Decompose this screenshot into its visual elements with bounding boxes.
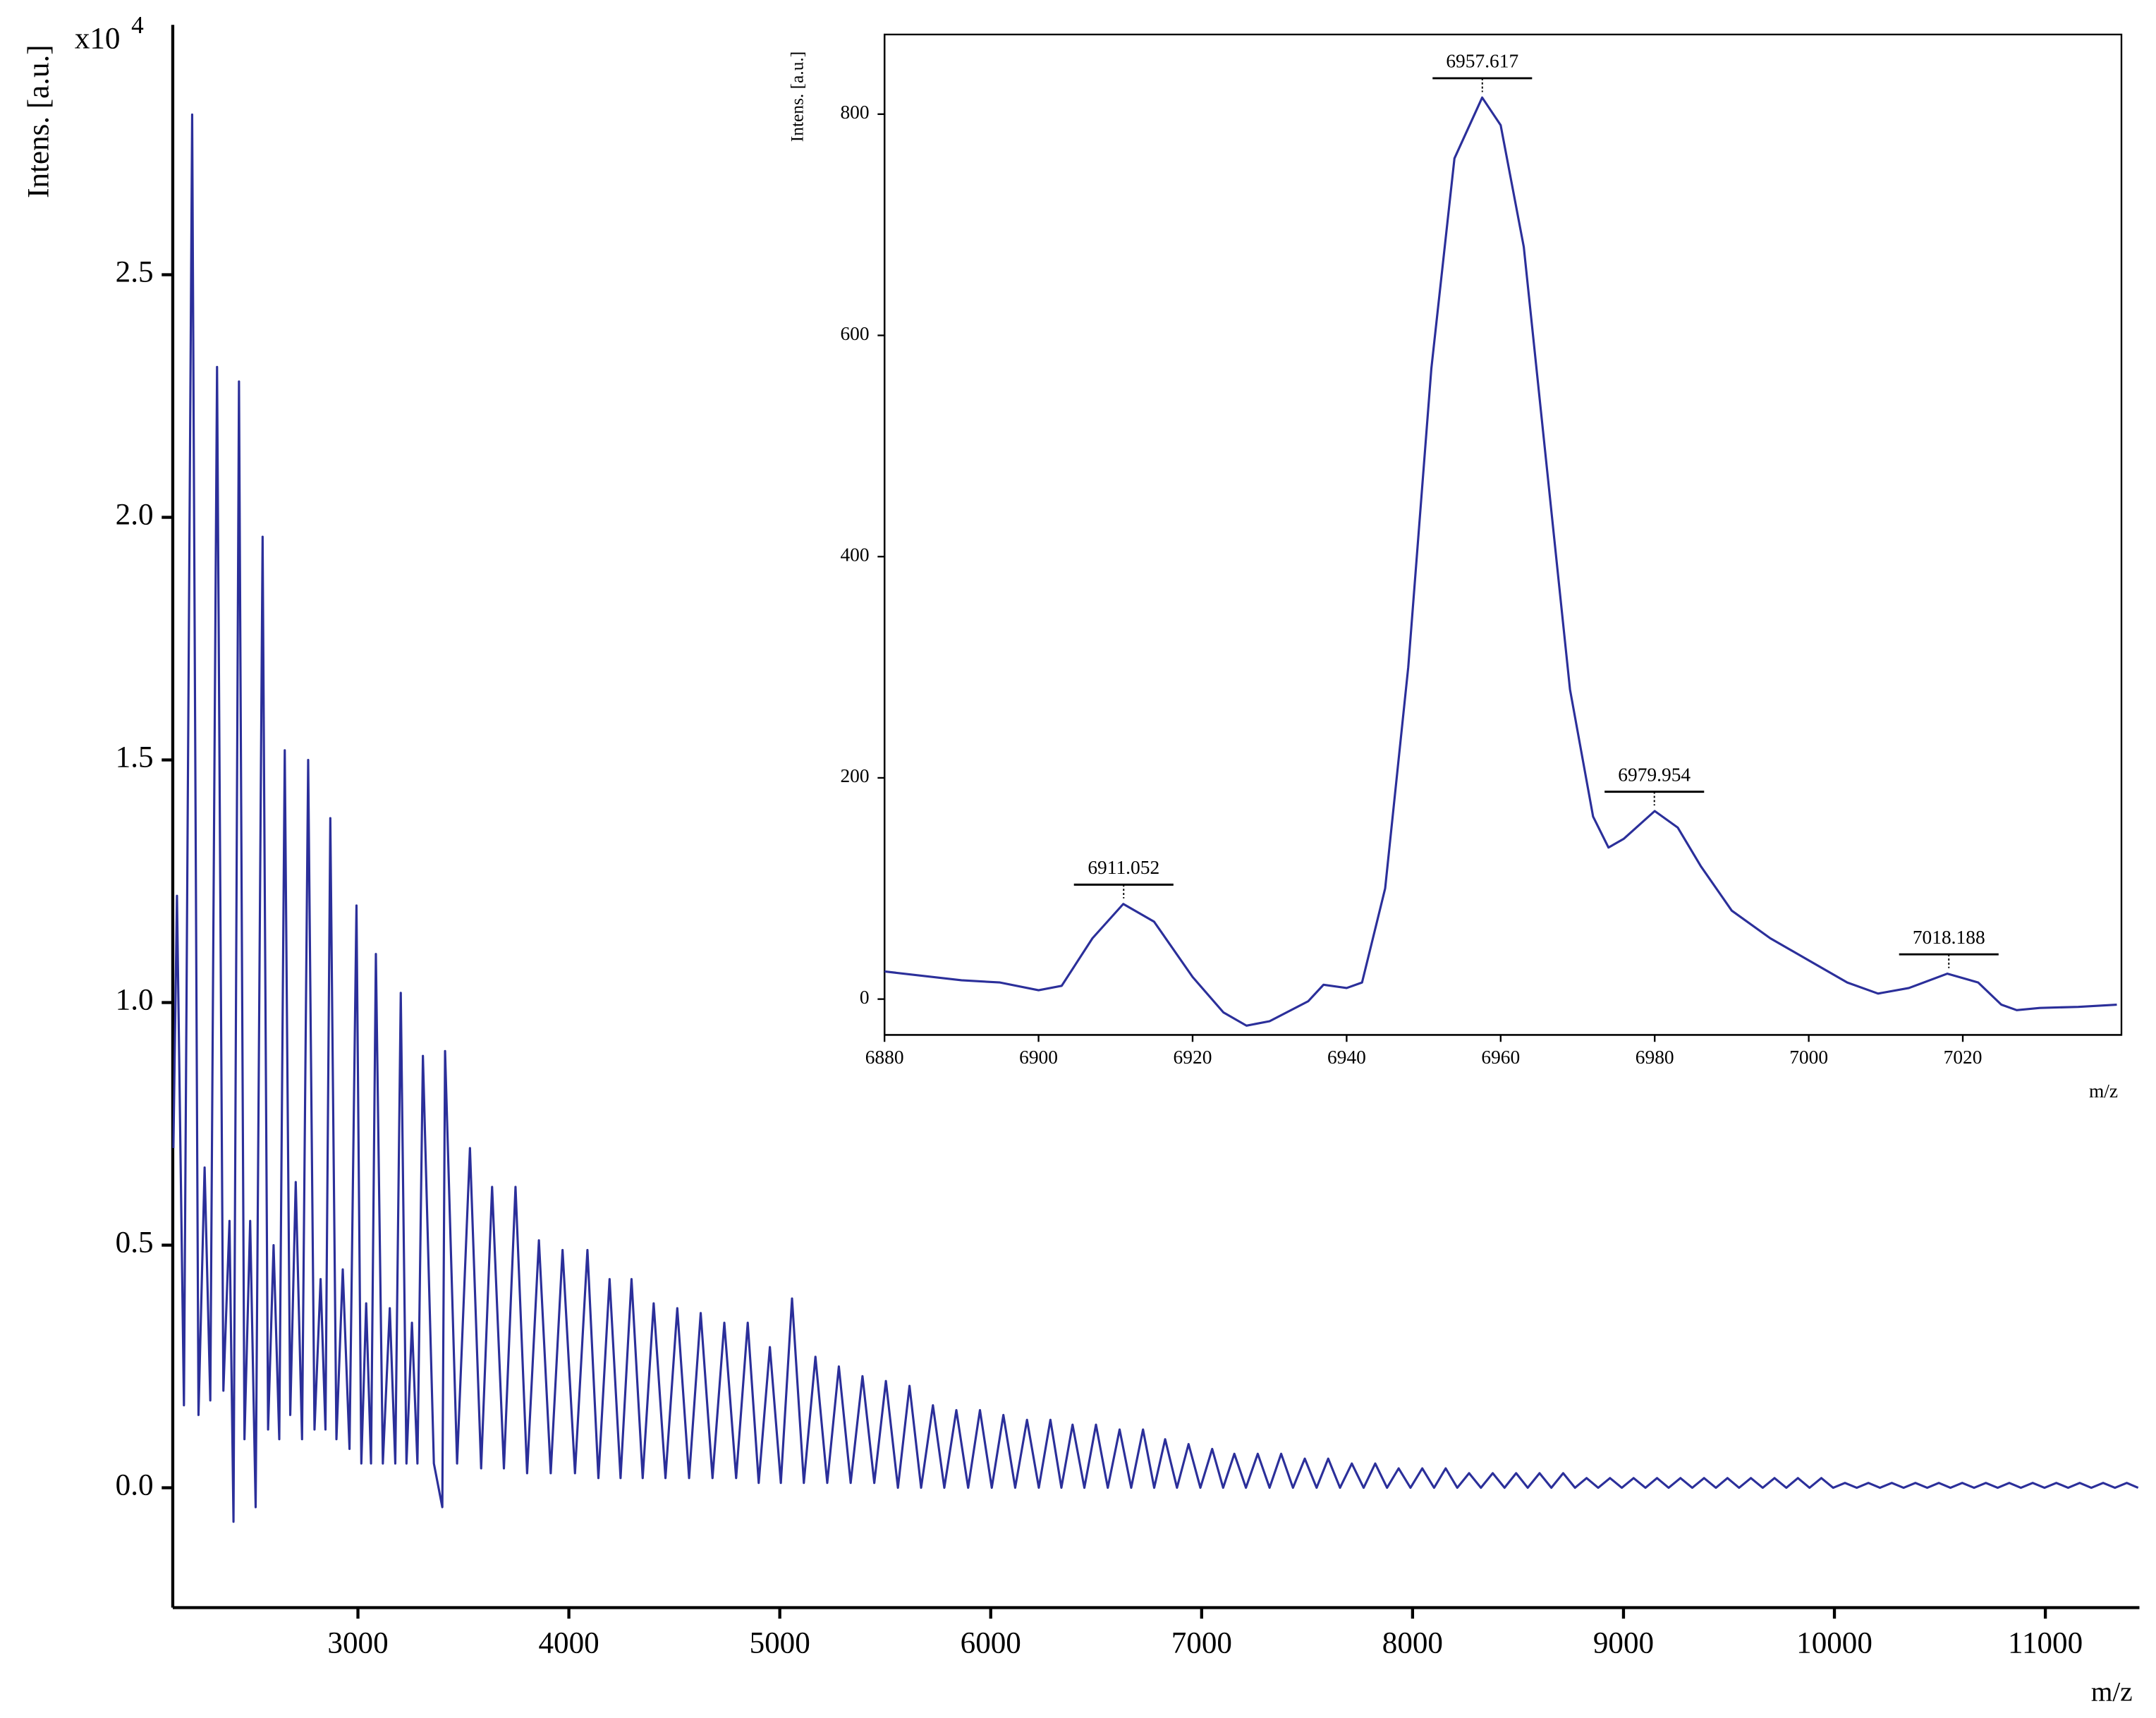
y-tick-label: 2.0	[116, 498, 154, 531]
y-multiplier: x10	[75, 23, 121, 56]
y-tick-label: 0.5	[116, 1226, 154, 1259]
y-tick-label: 0	[860, 987, 870, 1008]
x-axis-label: m/z	[2091, 1677, 2133, 1707]
x-tick-label: 6880	[865, 1047, 904, 1068]
y-tick-label: 600	[840, 323, 869, 344]
x-tick-label: 9000	[1593, 1627, 1654, 1660]
peak-label: 6957.617	[1446, 51, 1518, 72]
y-tick-label: 800	[840, 102, 869, 123]
x-tick-label: 11000	[2008, 1627, 2083, 1660]
x-tick-label: 6980	[1636, 1047, 1674, 1068]
inset-y-axis-label: Intens. [a.u.]	[786, 51, 807, 142]
x-tick-label: 7000	[1171, 1627, 1232, 1660]
y-tick-label: 1.5	[116, 741, 154, 774]
x-tick-label: 4000	[539, 1627, 599, 1660]
y-axis-label: Intens. [a.u.]	[23, 44, 56, 197]
x-tick-label: 7020	[1944, 1047, 1983, 1068]
peak-label: 7018.188	[1913, 927, 1985, 948]
y-tick-label: 1.0	[116, 983, 154, 1016]
y-multiplier-exp: 4	[131, 11, 144, 39]
peak-label: 6979.954	[1618, 764, 1691, 785]
x-tick-label: 6000	[961, 1627, 1021, 1660]
y-tick-label: 0.0	[116, 1468, 154, 1501]
y-tick-label: 2.5	[116, 255, 154, 288]
spectrum-line	[884, 96, 2117, 1027]
inset-x-axis-label: m/z	[2089, 1080, 2118, 1102]
x-tick-label: 6940	[1327, 1047, 1366, 1068]
x-tick-label: 10000	[1796, 1627, 1872, 1660]
spectrum-line	[172, 113, 2139, 1523]
x-tick-label: 5000	[750, 1627, 810, 1660]
x-tick-label: 3000	[327, 1627, 388, 1660]
y-tick-label: 400	[840, 544, 869, 566]
x-tick-label: 6920	[1174, 1047, 1212, 1068]
x-tick-label: 7000	[1789, 1047, 1828, 1068]
x-tick-label: 6960	[1481, 1047, 1520, 1068]
x-tick-label: 8000	[1382, 1627, 1443, 1660]
x-tick-label: 6900	[1019, 1047, 1058, 1068]
inset-frame	[883, 33, 2123, 1036]
y-tick-label: 200	[840, 765, 869, 786]
peak-label: 6911.052	[1088, 857, 1159, 878]
